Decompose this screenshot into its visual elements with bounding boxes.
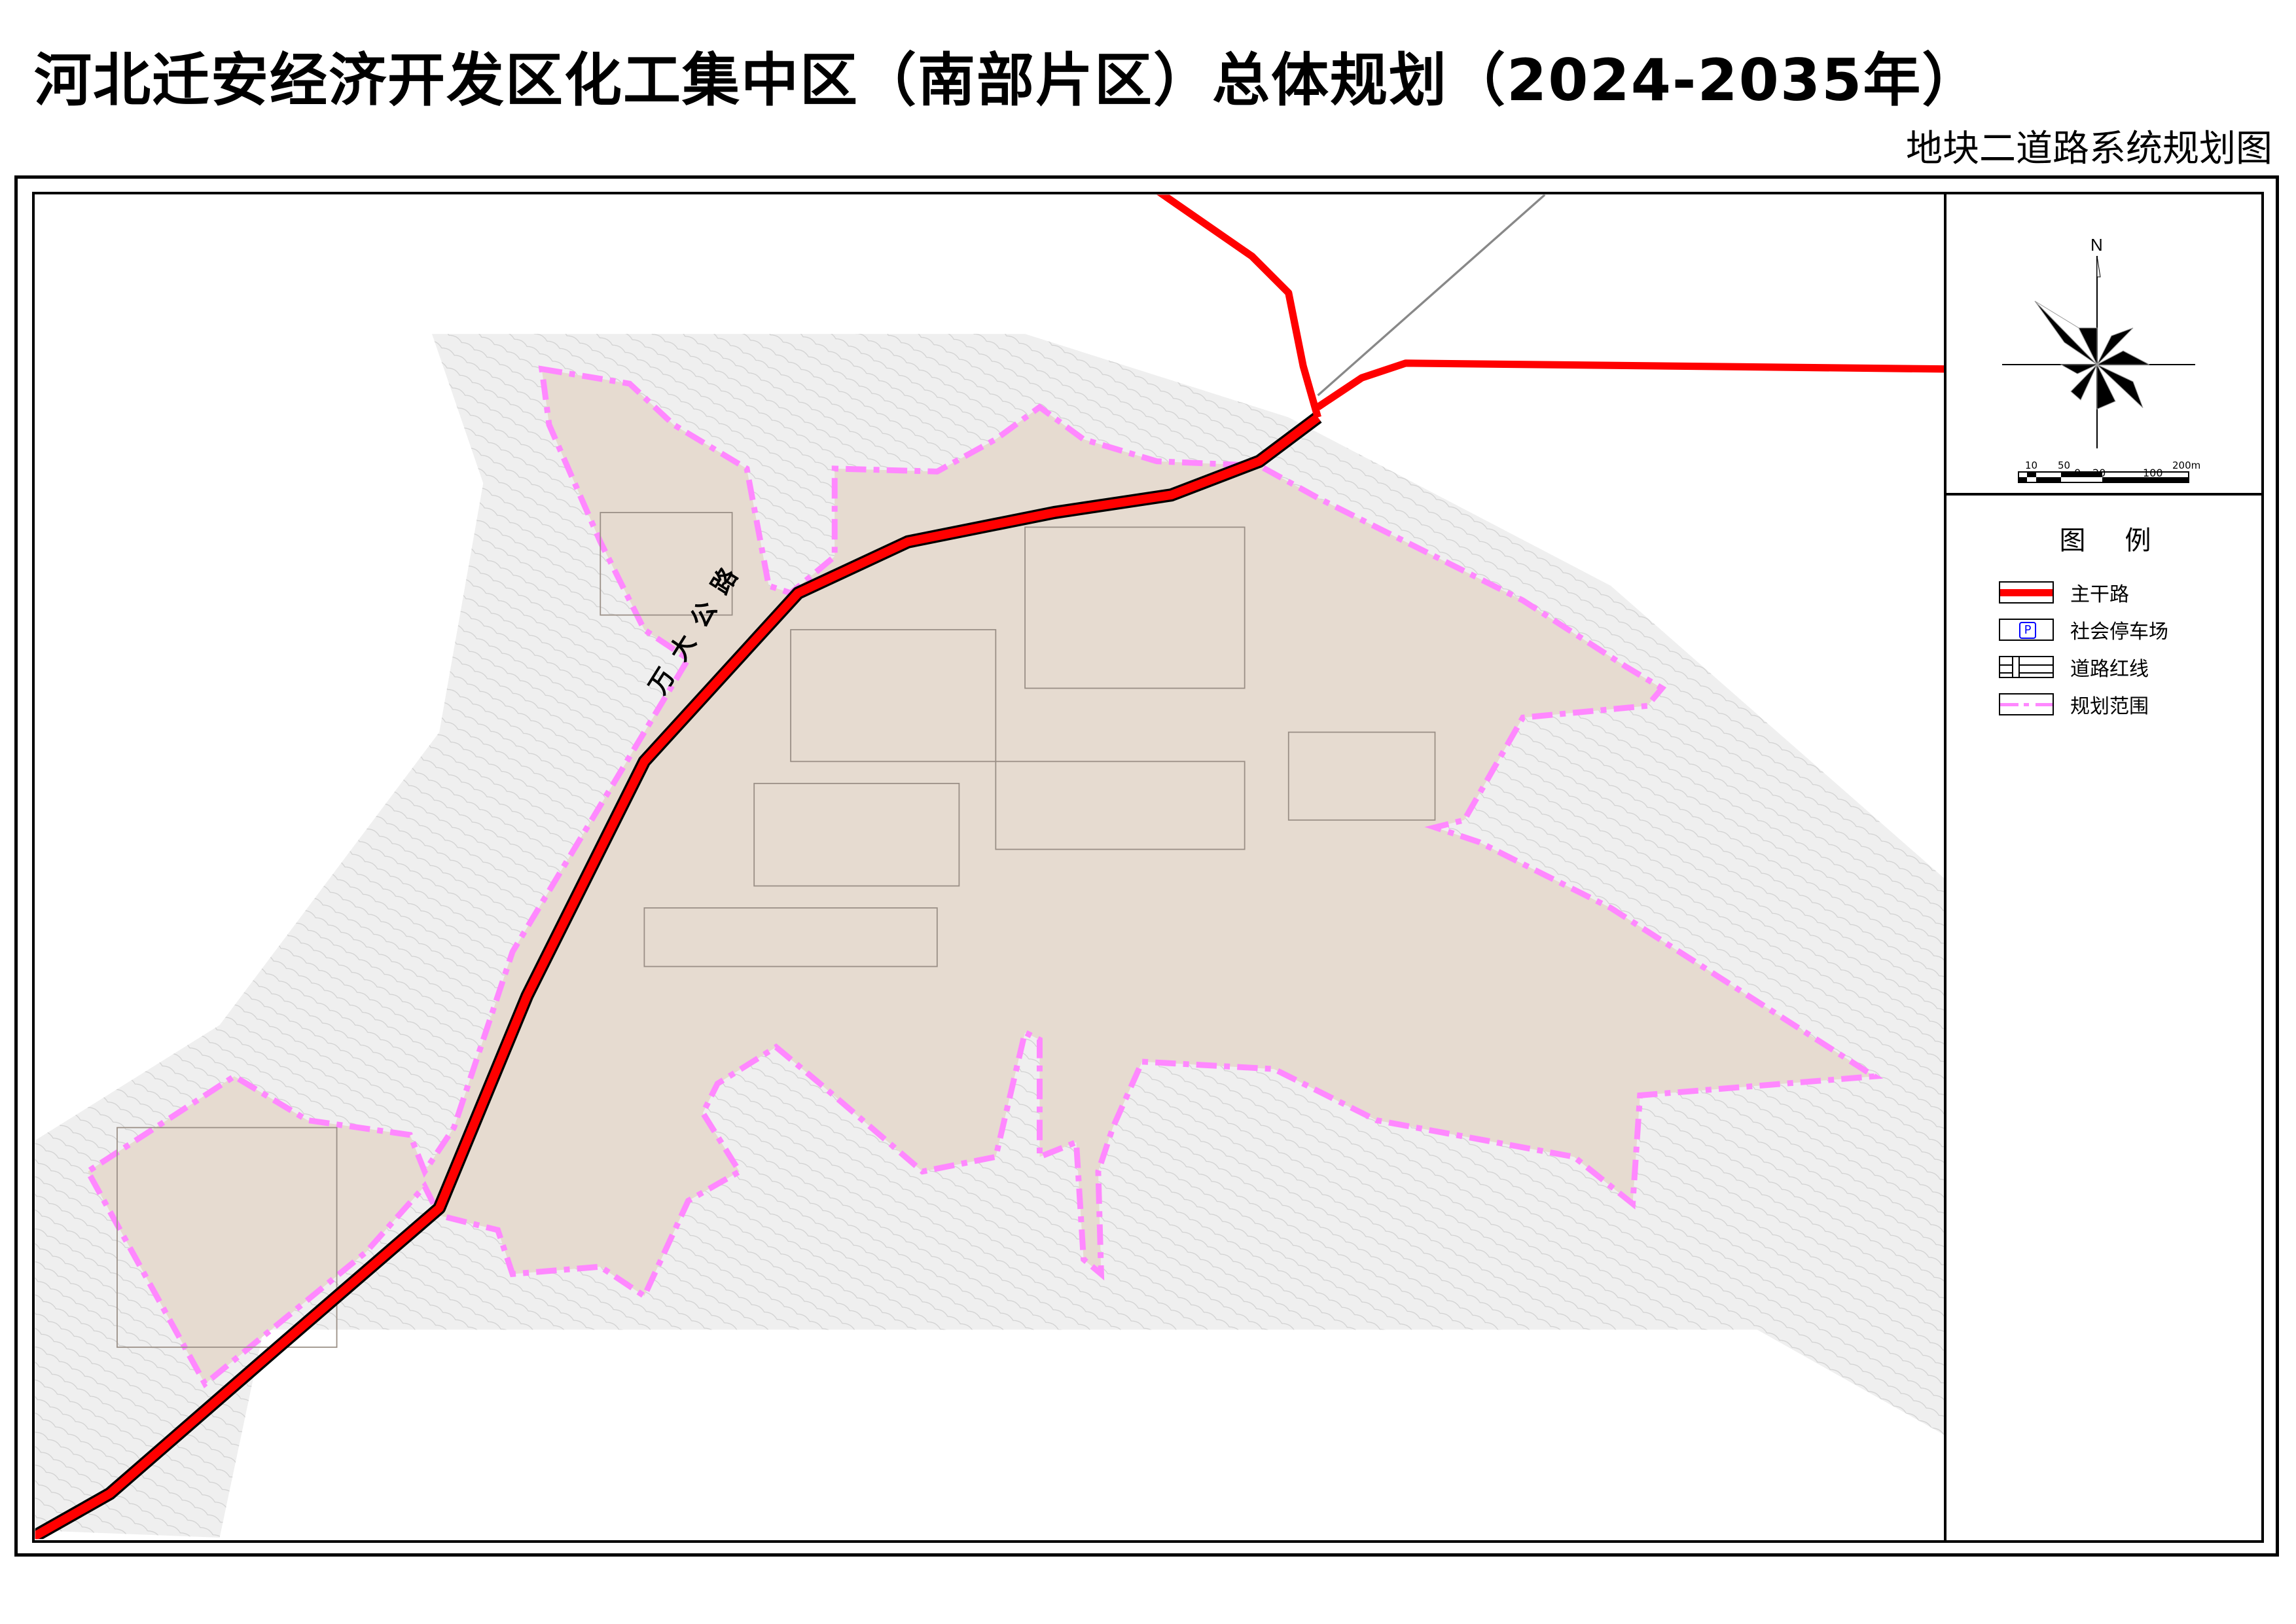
parking-p-glyph: P	[2019, 622, 2036, 639]
scale-bar	[2018, 471, 2189, 483]
building-blocks	[117, 512, 1436, 1348]
main-road-north	[1157, 194, 1321, 419]
legend-label: 道路红线	[2070, 658, 2149, 681]
scale-label-0: 0	[2074, 467, 2081, 479]
scale-label-100: 100	[2143, 467, 2163, 479]
boundary-swatch	[1999, 693, 2054, 715]
planning-area	[84, 365, 1884, 1388]
wind-rose-icon	[2034, 300, 2150, 410]
compass-north-label: N	[2090, 235, 2103, 255]
main-road-swatch	[1999, 581, 2054, 604]
panel-divider	[1946, 493, 2264, 496]
legend-item-main-road: 主干路	[1999, 581, 2129, 606]
scale-label-20: 20	[2092, 467, 2106, 479]
north-arrow-icon	[2002, 255, 2195, 448]
legend-item-parking: P 社会停车场	[1999, 619, 2168, 643]
outer-frame	[14, 175, 2279, 1557]
scale-label-200m: 200m	[2172, 460, 2200, 471]
secondary-road	[1317, 194, 1546, 397]
legend-label: 规划范围	[2070, 695, 2149, 718]
inner-frame	[32, 192, 2264, 1543]
main-road-east	[1316, 359, 1945, 410]
legend-item-planning-boundary: 规划范围	[1999, 693, 2149, 718]
compass-and-scale: N 10 50 200m	[2002, 235, 2200, 483]
legend-label: 社会停车场	[2070, 621, 2168, 643]
map-title: 河北迁安经济开发区化工集中区（南部片区）总体规划（2024-2035年）	[34, 46, 1981, 114]
legend-panel: N 10 50 200m 0 20 100	[1944, 192, 2264, 1543]
scale-label-50: 50	[2058, 460, 2070, 471]
legend-label: 主干路	[2070, 583, 2129, 606]
legend-item-road-red-line: 道路红线	[1999, 656, 2149, 681]
map-subtitle: 地块二道路系统规划图	[1906, 128, 2272, 170]
road-red-line-swatch	[1999, 656, 2054, 678]
main-road-wanda-fill	[35, 414, 1321, 1540]
parking-icon: P	[1999, 619, 2054, 641]
scale-label-10: 10	[2025, 460, 2037, 471]
legend-title: 图例	[2059, 526, 2191, 556]
